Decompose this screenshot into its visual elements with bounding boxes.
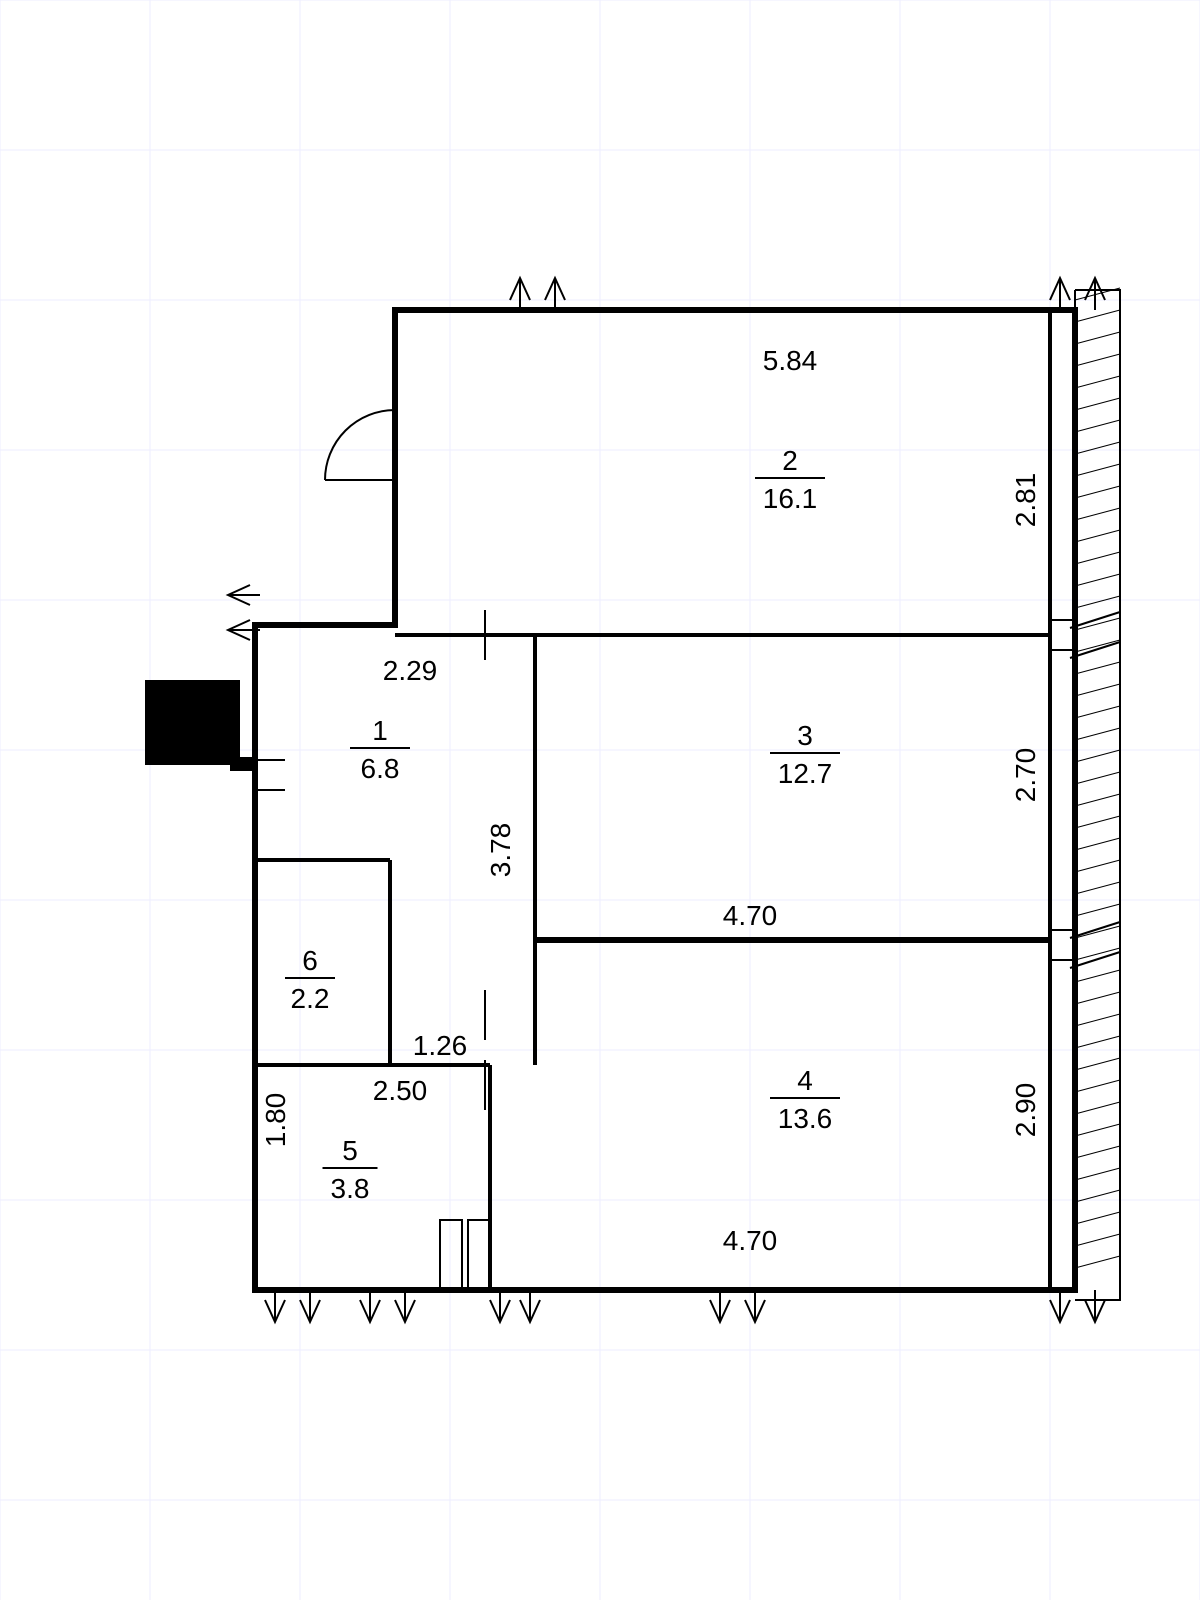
door-swings bbox=[325, 410, 395, 480]
dim-h-1: 2.29 bbox=[383, 655, 438, 686]
dim-h-5: 4.70 bbox=[723, 1225, 778, 1256]
dimension-arrows bbox=[228, 278, 1105, 1322]
room-5-area: 3.8 bbox=[331, 1173, 370, 1204]
room-2-area: 16.1 bbox=[763, 483, 818, 514]
dim-v-0: 2.81 bbox=[1010, 473, 1041, 528]
room-3-area: 12.7 bbox=[778, 758, 833, 789]
room-4-number: 4 bbox=[797, 1065, 813, 1096]
door-pair bbox=[440, 1220, 490, 1290]
room-1-number: 1 bbox=[372, 715, 388, 746]
dim-v-2: 3.78 bbox=[485, 823, 516, 878]
room-1-area: 6.8 bbox=[361, 753, 400, 784]
walls bbox=[255, 290, 1120, 1300]
room-6-number: 6 bbox=[302, 945, 318, 976]
outer-frame bbox=[1075, 288, 1120, 1290]
dimensions-vertical: 2.81 2.70 3.78 2.90 1.80 bbox=[260, 473, 1041, 1148]
room-6-area: 2.2 bbox=[291, 983, 330, 1014]
dimensions-horizontal: 5.84 2.29 4.70 1.26 2.50 4.70 bbox=[373, 345, 818, 1256]
room-2-number: 2 bbox=[782, 445, 798, 476]
dim-h-3: 1.26 bbox=[413, 1030, 468, 1061]
dim-h-2: 4.70 bbox=[723, 900, 778, 931]
dim-v-1: 2.70 bbox=[1010, 748, 1041, 803]
room-3-number: 3 bbox=[797, 720, 813, 751]
floorplan-diagram: 1 6.8 2 16.1 3 12.7 4 13.6 5 3.8 6 2.2 5.84 2.29 4.70… bbox=[0, 0, 1200, 1600]
room-4-area: 13.6 bbox=[778, 1103, 833, 1134]
room-5-number: 5 bbox=[342, 1135, 358, 1166]
dim-v-3: 2.90 bbox=[1010, 1083, 1041, 1138]
dim-h-4: 2.50 bbox=[373, 1075, 428, 1106]
markers bbox=[145, 680, 252, 771]
dim-h-0: 5.84 bbox=[763, 345, 818, 376]
dim-v-4: 1.80 bbox=[260, 1093, 291, 1148]
room-labels: 1 6.8 2 16.1 3 12.7 4 13.6 5 3.8 6 2.2 bbox=[285, 445, 840, 1204]
